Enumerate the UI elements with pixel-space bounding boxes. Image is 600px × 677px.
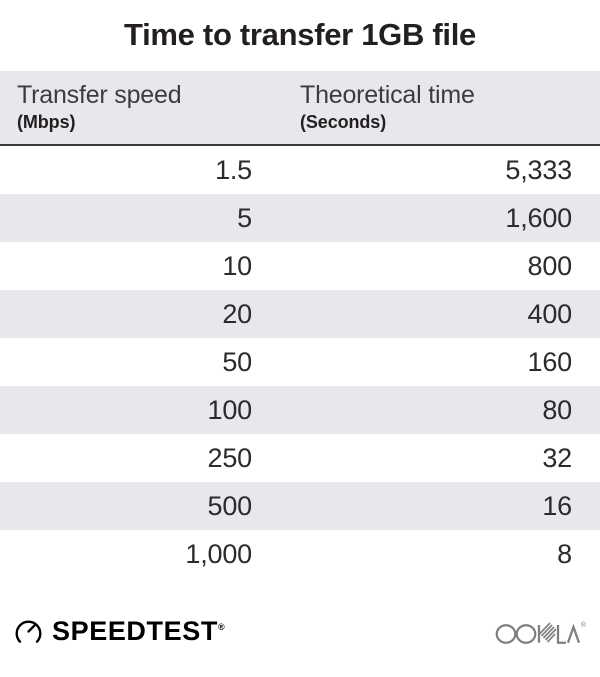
cell-transfer-speed: 10 <box>222 250 252 281</box>
cell-transfer-speed: 5 <box>237 202 252 233</box>
table-row: 500 16 <box>0 482 600 531</box>
cell-transfer-speed: 1.5 <box>215 154 252 185</box>
table-row: 50 160 <box>0 338 600 387</box>
cell-transfer-speed: 1,000 <box>185 538 252 569</box>
table-row: 1,000 8 <box>0 530 600 579</box>
table-row: 10 800 <box>0 242 600 291</box>
cell-theoretical-time: 160 <box>527 346 573 377</box>
column-header-theoretical-time-main: Theoretical time <box>300 81 475 110</box>
cell-transfer-speed: 500 <box>207 490 253 521</box>
table-row: 100 80 <box>0 386 600 435</box>
speedtest-logo: SPEEDTEST® <box>14 617 225 646</box>
data-table: Transfer speed (Mbps) Theoretical time (… <box>0 71 600 579</box>
column-header-transfer-speed-main: Transfer speed <box>17 81 182 110</box>
ookla-logo: ® <box>495 617 586 645</box>
header-divider-rule <box>0 144 600 147</box>
table-row: 20 400 <box>0 290 600 339</box>
speedometer-gauge-icon <box>14 617 43 646</box>
ookla-registered-mark: ® <box>580 622 586 629</box>
speedtest-wordmark: SPEEDTEST® <box>52 615 225 646</box>
speedtest-wordmark-text: SPEEDTEST <box>52 615 218 646</box>
cell-theoretical-time: 80 <box>542 394 572 425</box>
table-row: 1.5 5,333 <box>0 146 600 195</box>
cell-transfer-speed: 100 <box>207 394 253 425</box>
cell-theoretical-time: 32 <box>542 442 572 473</box>
column-header-theoretical-time: Theoretical time (Seconds) <box>284 80 600 134</box>
cell-theoretical-time: 400 <box>527 298 573 329</box>
cell-theoretical-time: 8 <box>557 538 572 569</box>
cell-transfer-speed: 20 <box>222 298 252 329</box>
speedtest-registered-mark: ® <box>217 621 225 632</box>
cell-theoretical-time: 5,333 <box>505 154 572 185</box>
cell-transfer-speed: 250 <box>207 442 253 473</box>
cell-theoretical-time: 800 <box>527 250 573 281</box>
cell-theoretical-time: 16 <box>542 490 572 521</box>
ookla-wordmark <box>495 622 580 644</box>
cell-theoretical-time: 1,600 <box>505 202 572 233</box>
footer-branding: SPEEDTEST® ® <box>0 585 600 677</box>
table-header-row: Transfer speed (Mbps) Theoretical time (… <box>0 71 600 145</box>
column-header-transfer-speed: Transfer speed (Mbps) <box>0 80 284 134</box>
table-row: 5 1,600 <box>0 194 600 243</box>
column-header-theoretical-time-unit: (Seconds) <box>300 112 387 133</box>
table-row: 250 32 <box>0 434 600 483</box>
table-body: 1.5 5,333 5 1,600 10 800 20 400 50 160 1… <box>0 146 600 579</box>
cell-transfer-speed: 50 <box>222 346 252 377</box>
column-header-transfer-speed-unit: (Mbps) <box>17 112 76 133</box>
page-title: Time to transfer 1GB file <box>124 17 476 52</box>
